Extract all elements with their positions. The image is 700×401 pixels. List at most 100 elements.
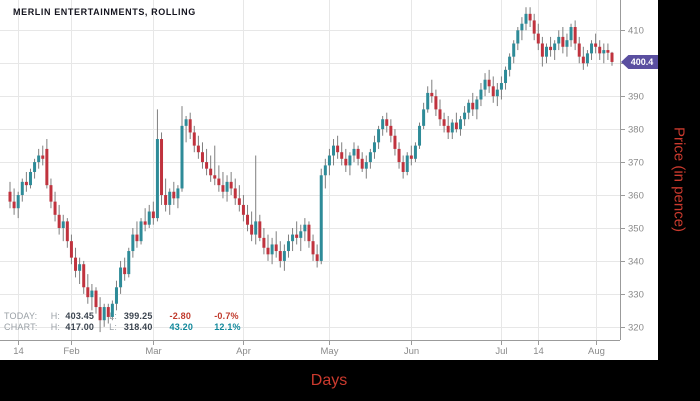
- candlestick[interactable]: [315, 244, 319, 268]
- candlestick[interactable]: [139, 218, 143, 245]
- candlestick[interactable]: [37, 148, 41, 169]
- candlestick[interactable]: [205, 148, 209, 176]
- candlestick[interactable]: [340, 142, 344, 166]
- candlestick[interactable]: [463, 106, 467, 126]
- candlestick[interactable]: [119, 260, 123, 294]
- candlestick[interactable]: [557, 30, 561, 51]
- candlestick[interactable]: [65, 218, 69, 248]
- candlestick[interactable]: [311, 234, 315, 261]
- candlestick[interactable]: [270, 237, 274, 265]
- candlestick[interactable]: [258, 214, 262, 242]
- candlestick[interactable]: [24, 171, 28, 192]
- candlestick[interactable]: [262, 227, 266, 255]
- candlestick[interactable]: [540, 36, 544, 67]
- candlestick[interactable]: [196, 135, 200, 159]
- candlestick[interactable]: [434, 89, 438, 116]
- candlestick[interactable]: [504, 66, 508, 90]
- candlestick[interactable]: [225, 175, 229, 202]
- candlestick[interactable]: [332, 139, 336, 166]
- candlestick[interactable]: [106, 303, 110, 324]
- candlestick[interactable]: [229, 171, 233, 196]
- candlestick[interactable]: [327, 148, 331, 176]
- candlestick[interactable]: [49, 178, 53, 209]
- candlestick[interactable]: [254, 155, 258, 245]
- candlestick[interactable]: [102, 303, 106, 327]
- candlestick[interactable]: [475, 96, 479, 120]
- candlestick[interactable]: [164, 178, 168, 212]
- candlestick[interactable]: [487, 69, 491, 93]
- candlestick[interactable]: [438, 99, 442, 126]
- candlestick[interactable]: [413, 142, 417, 163]
- candlestick[interactable]: [446, 115, 450, 140]
- candlestick[interactable]: [381, 115, 385, 136]
- candlestick[interactable]: [160, 132, 164, 205]
- candlestick[interactable]: [151, 201, 155, 225]
- candlestick[interactable]: [291, 227, 295, 252]
- candlestick[interactable]: [569, 23, 573, 47]
- candlestick[interactable]: [323, 158, 327, 189]
- candlestick[interactable]: [143, 208, 147, 232]
- candlestick[interactable]: [86, 274, 90, 304]
- candlestick[interactable]: [184, 115, 188, 143]
- candlestick[interactable]: [549, 36, 553, 57]
- candlestick[interactable]: [69, 234, 73, 265]
- candlestick[interactable]: [467, 99, 471, 120]
- candlestick[interactable]: [250, 211, 254, 242]
- candlestick[interactable]: [98, 297, 102, 333]
- candlestick[interactable]: [303, 218, 307, 242]
- candlestick[interactable]: [606, 43, 610, 60]
- candlestick[interactable]: [483, 73, 487, 97]
- candlestick[interactable]: [307, 221, 311, 248]
- candlestick[interactable]: [78, 257, 82, 284]
- candlestick[interactable]: [147, 204, 151, 228]
- candlestick[interactable]: [33, 158, 37, 179]
- candlestick[interactable]: [479, 83, 483, 107]
- candlestick[interactable]: [172, 181, 176, 205]
- price-chart-plot[interactable]: 32033034035036037038039040041014FebMarAp…: [0, 0, 658, 360]
- candlestick[interactable]: [430, 79, 434, 103]
- candlestick[interactable]: [155, 109, 159, 222]
- candlestick[interactable]: [45, 139, 49, 189]
- candlestick[interactable]: [377, 125, 381, 149]
- candlestick[interactable]: [90, 283, 94, 311]
- candlestick[interactable]: [57, 204, 61, 235]
- candlestick[interactable]: [16, 191, 20, 219]
- candlestick[interactable]: [8, 181, 12, 209]
- candlestick[interactable]: [516, 27, 520, 51]
- candlestick[interactable]: [458, 115, 462, 136]
- candlestick[interactable]: [282, 244, 286, 271]
- candlestick[interactable]: [123, 257, 127, 281]
- candlestick[interactable]: [512, 40, 516, 64]
- candlestick[interactable]: [581, 46, 585, 70]
- candlestick[interactable]: [577, 36, 581, 64]
- candlestick[interactable]: [536, 23, 540, 51]
- candlestick[interactable]: [442, 112, 446, 133]
- candlestick[interactable]: [360, 152, 364, 172]
- candlestick[interactable]: [28, 168, 32, 189]
- candlestick[interactable]: [74, 247, 78, 278]
- candlestick[interactable]: [372, 135, 376, 159]
- candlestick[interactable]: [188, 112, 192, 140]
- candlestick[interactable]: [590, 40, 594, 60]
- candlestick[interactable]: [491, 76, 495, 103]
- candlestick[interactable]: [168, 188, 172, 215]
- candlestick[interactable]: [573, 20, 577, 51]
- candlestick[interactable]: [241, 195, 245, 222]
- candlestick[interactable]: [499, 76, 503, 100]
- candlestick[interactable]: [532, 13, 536, 41]
- candlestick[interactable]: [368, 148, 372, 169]
- candlestick[interactable]: [237, 185, 241, 212]
- candlestick[interactable]: [508, 53, 512, 77]
- candlestick[interactable]: [450, 119, 454, 140]
- candlestick[interactable]: [266, 234, 270, 261]
- candlestick[interactable]: [348, 152, 352, 176]
- candlestick[interactable]: [393, 129, 397, 156]
- candlestick[interactable]: [53, 191, 57, 222]
- candlestick[interactable]: [299, 224, 303, 252]
- candlestick[interactable]: [135, 221, 139, 248]
- candlestick[interactable]: [352, 142, 356, 163]
- candlestick[interactable]: [295, 221, 299, 245]
- candlestick[interactable]: [401, 155, 405, 179]
- candlestick[interactable]: [594, 33, 598, 54]
- candlestick[interactable]: [561, 27, 565, 54]
